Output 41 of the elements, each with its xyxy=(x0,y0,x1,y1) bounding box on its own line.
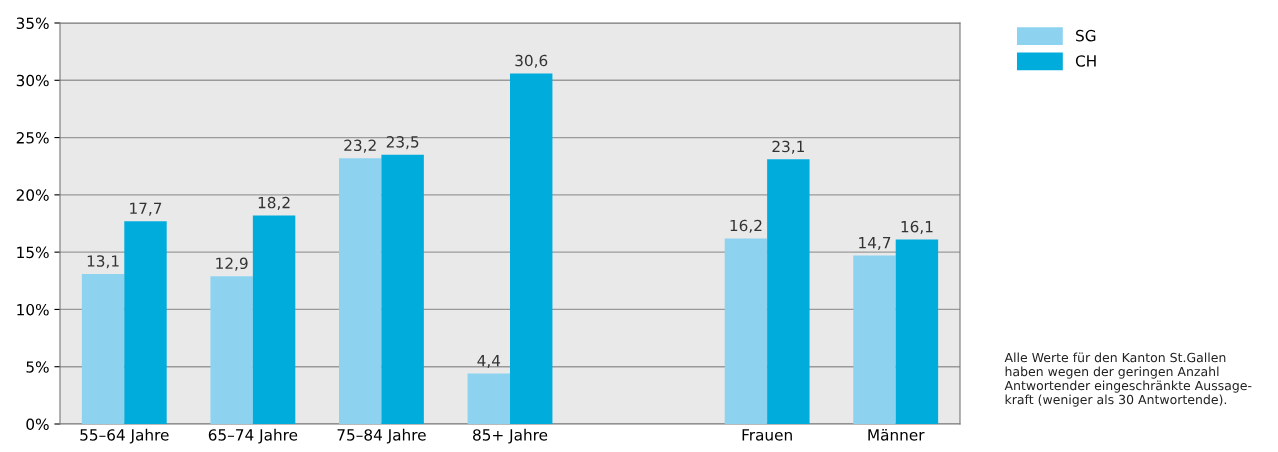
bar xyxy=(895,239,939,424)
bar xyxy=(381,154,424,424)
bar xyxy=(467,373,510,424)
bar xyxy=(210,276,253,424)
bar xyxy=(81,273,125,424)
data-label: 23,2 xyxy=(344,139,376,153)
x-tick-label: Frauen xyxy=(742,429,792,441)
data-label: 30,6 xyxy=(515,54,548,68)
data-label: 23,5 xyxy=(386,136,419,150)
bar xyxy=(124,221,167,424)
data-label: 18,2 xyxy=(258,196,290,210)
y-tick-label: 35% xyxy=(16,17,49,30)
bar xyxy=(510,73,553,424)
data-label: 13,1 xyxy=(87,255,119,269)
data-label: 16,1 xyxy=(901,220,933,234)
y-tick-label: 0% xyxy=(26,418,49,431)
legend-label: SG xyxy=(1076,29,1096,42)
data-label: 14,7 xyxy=(859,237,891,251)
y-tick-label: 25% xyxy=(16,132,49,144)
y-tick-label: 30% xyxy=(16,74,49,87)
y-tick-label: 15% xyxy=(17,246,49,259)
x-tick-label: Männer xyxy=(868,428,925,441)
data-label: 12,9 xyxy=(216,257,248,271)
y-tick-label: 10% xyxy=(17,303,49,316)
bar xyxy=(339,158,382,424)
x-tick-label: 65–74 Jahre xyxy=(208,428,298,444)
bar xyxy=(853,255,896,424)
data-label: 23,1 xyxy=(772,140,804,154)
bar xyxy=(724,238,768,424)
x-tick-label: 55–64 Jahre xyxy=(80,428,169,444)
y-tick-label: 20% xyxy=(16,189,49,201)
x-tick-label: 85+ Jahre xyxy=(473,428,548,444)
y-tick-label: 5% xyxy=(26,361,49,373)
text: Alle Werte für den Kanton St.Gallen haben wegen der geringen Anzahl Antwortender eingeschränkte Aussage- kraft (weniger als 30 Antwortende). xyxy=(1004,352,1252,407)
legend-label: CH xyxy=(1075,55,1096,67)
data-label: 16,2 xyxy=(730,219,762,233)
x-tick-label: 75–84 Jahre xyxy=(337,428,426,444)
bar xyxy=(767,159,810,424)
data-label: 4,4 xyxy=(477,355,501,369)
data-label: 17,7 xyxy=(130,202,162,216)
bar xyxy=(252,215,296,424)
